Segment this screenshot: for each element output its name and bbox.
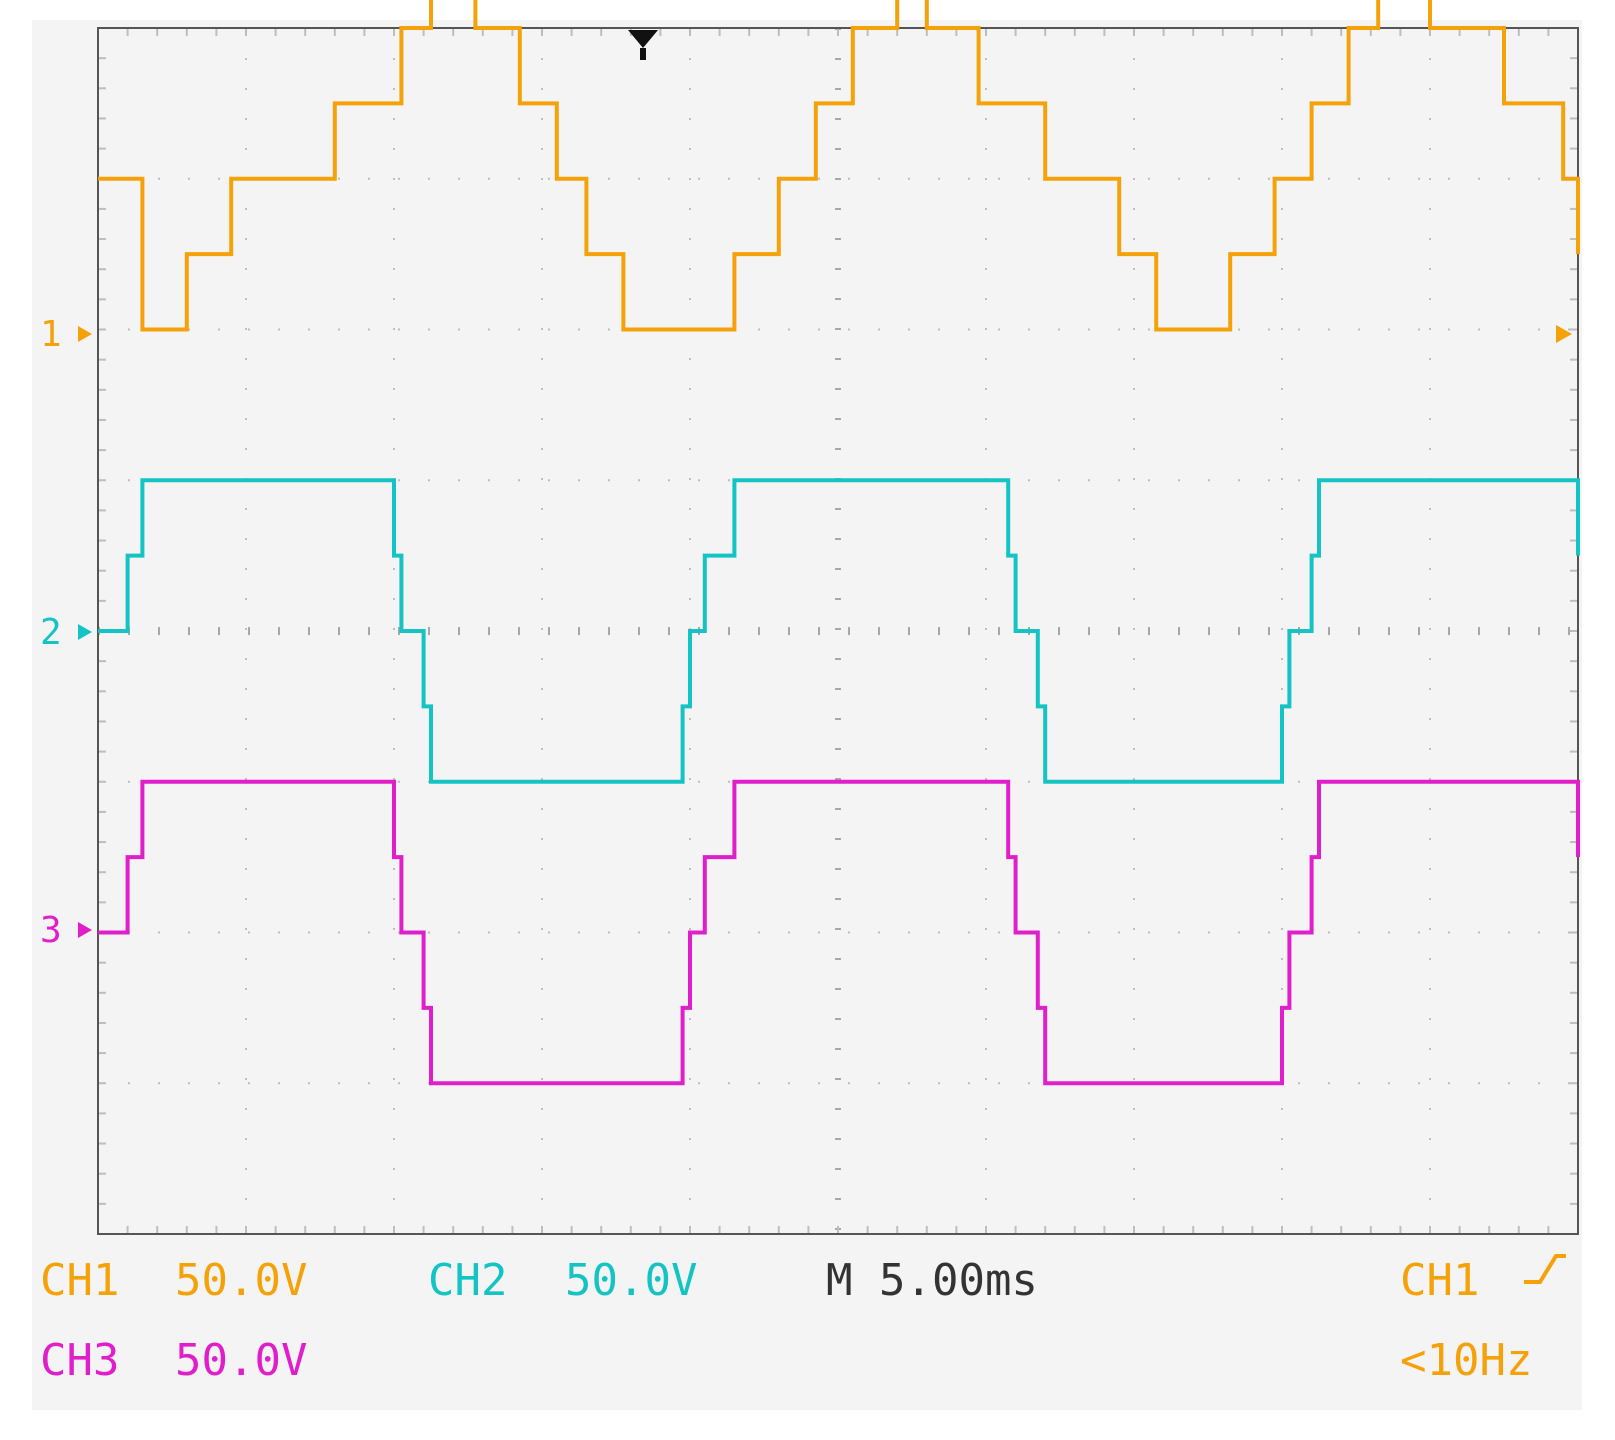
trigger-source-label: CH1 bbox=[1400, 1255, 1479, 1306]
timebase-label: M 5.00ms bbox=[826, 1255, 1038, 1306]
rising-edge-icon bbox=[1524, 1254, 1566, 1284]
graticule bbox=[97, 27, 1579, 1235]
ch1-waveform bbox=[98, 0, 1580, 332]
ch2-waveform bbox=[98, 478, 1580, 784]
ch1-marker-arrow-icon bbox=[78, 326, 92, 342]
trigger-frequency-label: <10Hz bbox=[1400, 1335, 1532, 1386]
waveform-traces bbox=[98, 0, 1580, 1086]
trigger-position-icon bbox=[628, 30, 658, 60]
ch2-marker-arrow-icon bbox=[78, 624, 92, 640]
trigger-level-icon bbox=[1556, 325, 1572, 343]
ch2-name-label: CH2 bbox=[428, 1255, 507, 1306]
ch3-marker: 3 bbox=[40, 910, 92, 951]
ch2-marker-number: 2 bbox=[40, 612, 62, 653]
ch1-name-label: CH1 bbox=[40, 1255, 119, 1306]
ch3-name-label: CH3 bbox=[40, 1335, 119, 1386]
ch2-scale-label: 50.0V bbox=[565, 1255, 697, 1306]
ch3-waveform bbox=[98, 779, 1580, 1086]
ch3-marker-number: 3 bbox=[40, 910, 62, 951]
ch1-marker: 1 bbox=[40, 314, 92, 355]
ch1-marker-number: 1 bbox=[40, 314, 62, 355]
ch3-marker-arrow-icon bbox=[78, 922, 92, 938]
scope-background bbox=[32, 20, 1582, 1410]
ch1-scale-label: 50.0V bbox=[175, 1255, 307, 1306]
ch2-marker: 2 bbox=[40, 612, 92, 653]
ch3-scale-label: 50.0V bbox=[175, 1335, 307, 1386]
